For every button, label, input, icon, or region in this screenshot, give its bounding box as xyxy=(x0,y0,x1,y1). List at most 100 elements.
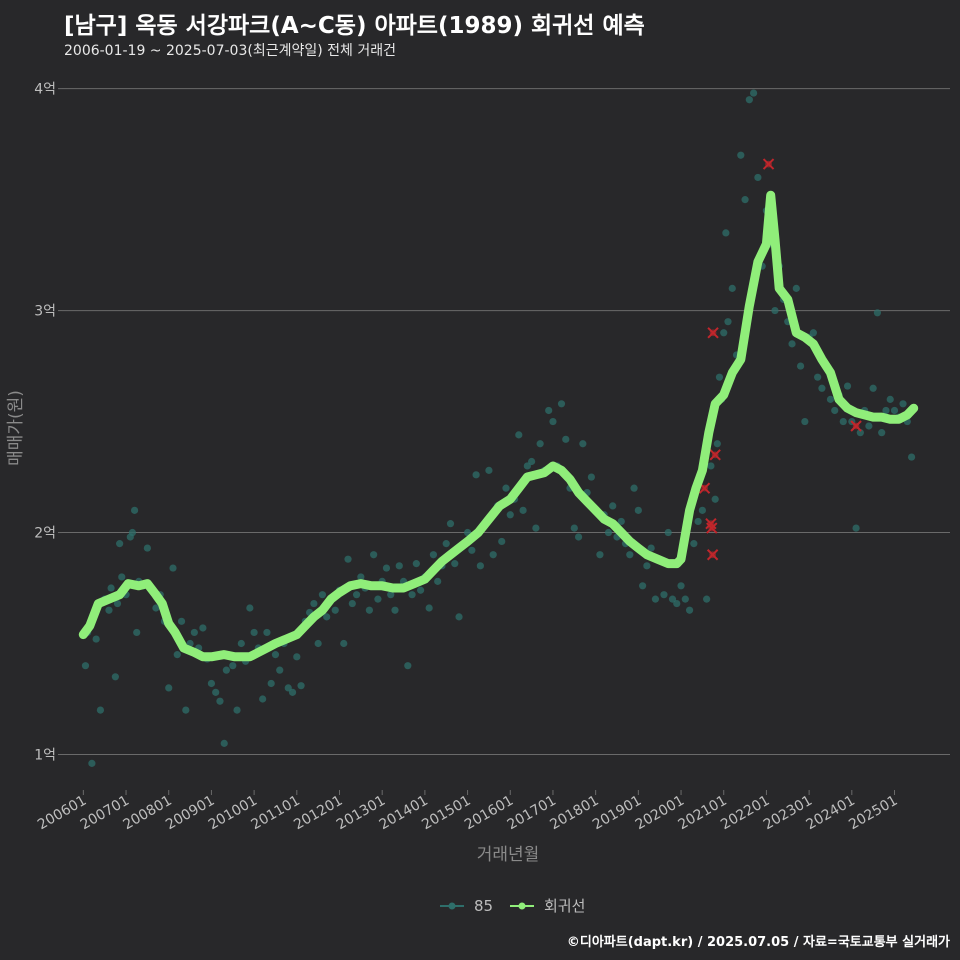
outlier-dot xyxy=(765,160,772,168)
scatter-point xyxy=(745,96,753,104)
scatter-point xyxy=(878,429,886,437)
scatter-point xyxy=(331,606,339,614)
scatter-point xyxy=(190,628,198,637)
scatter-point xyxy=(229,662,237,670)
x-tick-label: 202501 xyxy=(846,793,900,834)
scatter-point xyxy=(220,739,228,747)
scatter-point xyxy=(604,528,613,537)
scatter-point xyxy=(348,599,356,608)
scatter-point xyxy=(506,511,514,519)
scatter-point xyxy=(92,635,100,643)
outlier-dot xyxy=(711,451,719,459)
scatter-point xyxy=(707,462,715,470)
outlier-point xyxy=(706,549,719,561)
scatter-point xyxy=(271,651,280,659)
scatter-point xyxy=(133,628,141,637)
scatter-point xyxy=(843,382,852,390)
y-tick-label: 4억 xyxy=(34,82,56,98)
scatter-point xyxy=(869,384,877,392)
scatter-point xyxy=(741,196,749,204)
scatter-point xyxy=(143,544,151,552)
scatter-point xyxy=(886,395,894,403)
scatter-point xyxy=(750,89,758,97)
scatter-point xyxy=(771,306,779,315)
scatter-point xyxy=(130,506,139,514)
scatter-point xyxy=(788,340,796,348)
scatter-point xyxy=(596,551,604,559)
scatter-point xyxy=(387,591,395,599)
scatter-point xyxy=(651,595,660,603)
scatter-point xyxy=(446,520,455,528)
scatter-point xyxy=(690,540,698,548)
scatter-point xyxy=(276,666,284,674)
scatter-point xyxy=(310,599,318,608)
scatter-point xyxy=(856,429,864,437)
scatter-point xyxy=(809,329,817,337)
scatter-point xyxy=(412,560,420,568)
grid-lines xyxy=(62,88,950,755)
scatter-point xyxy=(724,318,732,326)
scatter-point xyxy=(391,606,399,614)
scatter-point xyxy=(128,528,137,537)
scatter-point xyxy=(199,624,207,632)
outlier-dot xyxy=(709,329,717,337)
scatter-point xyxy=(609,502,617,510)
scatter-point xyxy=(113,599,122,608)
y-axis-label: 매매가(원) xyxy=(6,390,26,466)
scatter-point xyxy=(720,329,728,337)
legend-swatch-dot xyxy=(448,902,456,910)
y-axis-ticks: 1억 2억 3억 4억 xyxy=(34,82,62,763)
scatter-point xyxy=(639,582,647,590)
scatter-point xyxy=(382,564,391,572)
scatter-point xyxy=(557,400,566,408)
scatter-point xyxy=(737,151,745,159)
scatter-point xyxy=(796,362,805,370)
scatter-point xyxy=(579,440,587,448)
y-tick-label: 2억 xyxy=(34,526,56,542)
scatter-point xyxy=(703,595,711,603)
scatter-point xyxy=(515,431,523,439)
scatter-point xyxy=(485,466,493,474)
scatter-point xyxy=(263,628,271,637)
scatter-point xyxy=(617,517,625,526)
chart-title: [남구] 옥동 서강파크(A~C동) 아파트(1989) 회귀선 예측 xyxy=(64,13,645,39)
y-tick-label: 3억 xyxy=(34,304,56,320)
outlier-dot xyxy=(852,422,860,430)
scatter-point xyxy=(107,584,115,592)
scatter-point xyxy=(677,582,685,590)
scatter-point xyxy=(536,440,544,448)
scatter-point xyxy=(293,653,301,661)
scatter-point xyxy=(357,573,365,581)
scatter-point xyxy=(882,406,890,415)
scatter-point xyxy=(673,599,681,608)
scatter-point xyxy=(340,639,348,648)
footer-credit: ©디아파트(dapt.kr) / 2025.07.05 / 자료=국토교통부 실… xyxy=(566,935,950,950)
scatter-point xyxy=(801,417,809,426)
outlier-markers xyxy=(698,158,862,561)
scatter-point xyxy=(152,604,160,612)
scatter-point xyxy=(116,540,124,548)
scatter-point xyxy=(288,688,297,696)
scatter-point xyxy=(476,562,484,570)
scatter-point xyxy=(545,406,553,415)
scatter-point xyxy=(318,591,327,599)
y-tick-label: 1억 xyxy=(34,747,56,763)
outlier-dot xyxy=(709,551,717,559)
scatter-point xyxy=(118,573,126,581)
outlier-dot xyxy=(708,524,716,532)
scatter-point xyxy=(713,440,721,448)
x-axis-ticks: 2006012007012008012009012010012011012012… xyxy=(35,790,901,834)
outlier-dot xyxy=(701,484,708,492)
scatter-point xyxy=(634,506,642,514)
scatter-point xyxy=(96,706,105,714)
scatter-point xyxy=(352,591,361,599)
scatter-point xyxy=(587,473,595,481)
scatter-point xyxy=(237,639,245,648)
scatter-point xyxy=(865,422,873,430)
scatter-point xyxy=(681,595,689,603)
outlier-point xyxy=(762,158,775,170)
regression-line xyxy=(78,190,919,662)
scatter-point xyxy=(826,395,835,403)
scatter-point xyxy=(852,524,860,532)
